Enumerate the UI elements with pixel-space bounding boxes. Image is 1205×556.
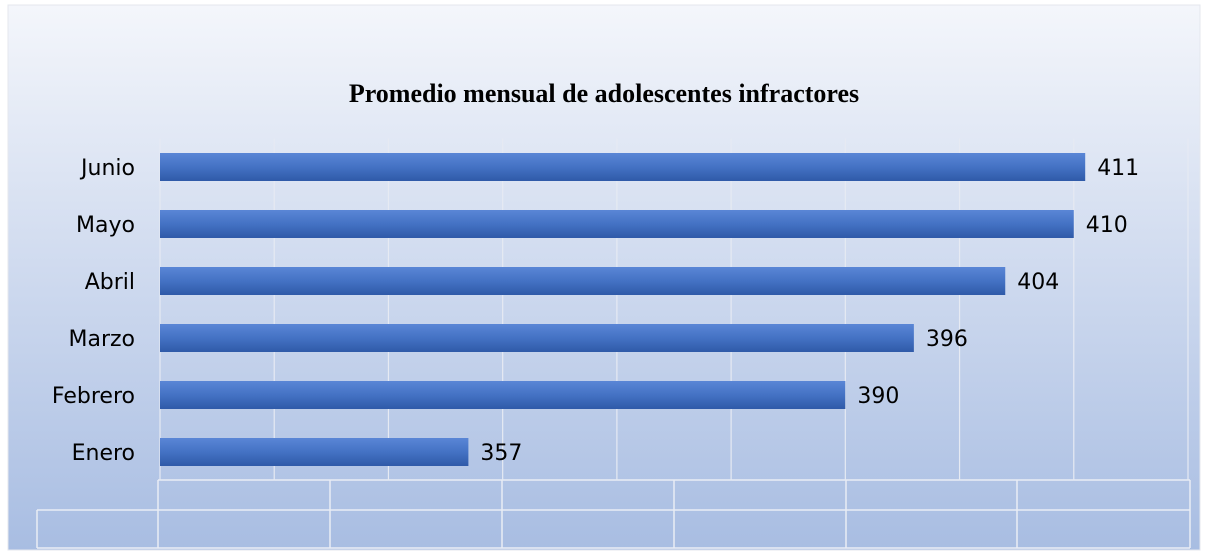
- bar: [160, 324, 914, 352]
- y-tick-label: Abril: [85, 270, 135, 295]
- chart-title: Promedio mensual de adolescentes infract…: [349, 79, 859, 108]
- decor-grid: [36, 479, 1191, 549]
- value-label: 404: [1017, 270, 1059, 295]
- y-tick-label: Febrero: [52, 384, 135, 409]
- value-label: 396: [926, 327, 968, 352]
- y-tick-label: Junio: [79, 156, 135, 181]
- bar: [160, 153, 1086, 181]
- value-label: 357: [480, 441, 522, 466]
- bar: [160, 210, 1074, 238]
- y-tick-label: Marzo: [68, 327, 135, 352]
- y-tick-label: Mayo: [76, 213, 135, 238]
- value-label: 410: [1086, 213, 1128, 238]
- value-label: 390: [857, 384, 899, 409]
- y-tick-label: Enero: [72, 441, 135, 466]
- bar: [160, 267, 1006, 295]
- bar: [160, 381, 846, 409]
- value-label: 411: [1097, 156, 1139, 181]
- bar: [160, 438, 469, 466]
